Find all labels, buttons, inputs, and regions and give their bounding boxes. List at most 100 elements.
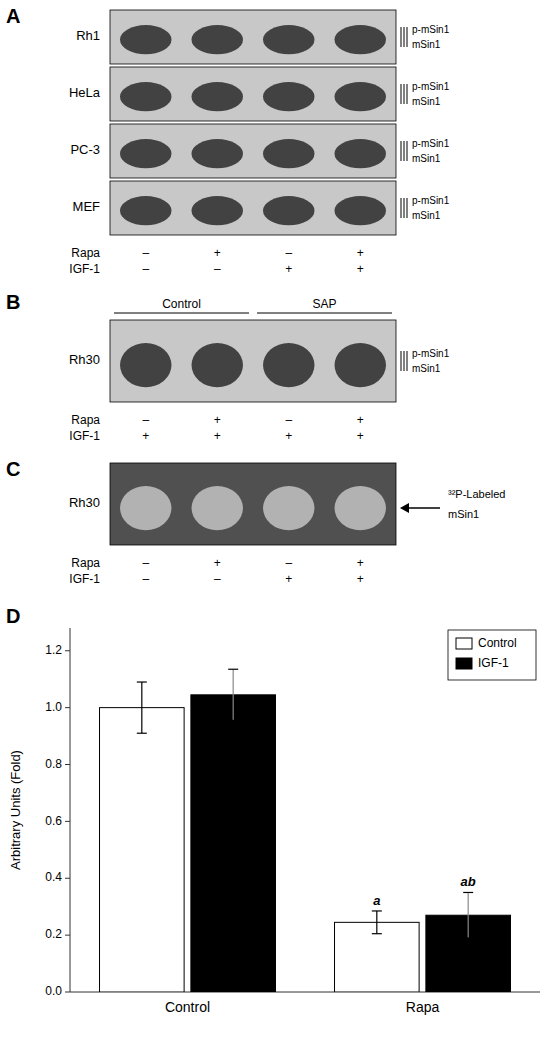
group-label: Control xyxy=(162,297,201,311)
marks xyxy=(100,669,511,992)
annotation: mSin1 xyxy=(448,508,479,520)
legend-swatch xyxy=(456,658,472,669)
significance-label: ab xyxy=(461,874,476,889)
row-label: Rh30 xyxy=(69,495,100,510)
tick-mark xyxy=(65,821,70,822)
band xyxy=(120,82,171,111)
tick-mark xyxy=(65,935,70,936)
tick-label: 0.2 xyxy=(45,927,62,941)
band xyxy=(120,343,171,387)
lane-label: + xyxy=(357,556,364,570)
lane-label: + xyxy=(357,262,364,276)
treatment-label: IGF-1 xyxy=(69,262,100,276)
lane-label: + xyxy=(357,429,364,443)
band xyxy=(263,343,314,387)
bar xyxy=(191,695,276,992)
tick-mark xyxy=(65,878,70,879)
band xyxy=(192,486,243,530)
error-bar xyxy=(137,682,147,733)
band xyxy=(335,139,386,168)
tick-mark xyxy=(65,650,70,651)
tick-label: 0.8 xyxy=(45,757,62,771)
lane-label: + xyxy=(285,262,292,276)
bracket xyxy=(404,84,405,104)
legend: Control IGF-1 xyxy=(448,630,536,680)
band xyxy=(263,82,314,111)
tick-mark xyxy=(65,707,70,708)
bracket xyxy=(407,84,408,104)
treatment-label: IGF-1 xyxy=(69,572,100,586)
legend-label: Control xyxy=(478,636,517,650)
lane-label: + xyxy=(214,556,221,570)
lane-label: – xyxy=(214,572,221,586)
band xyxy=(192,139,243,168)
tick-label: 1.0 xyxy=(45,700,62,714)
panel-label: A xyxy=(6,5,20,27)
legend-label: IGF-1 xyxy=(478,656,509,670)
lane-label: – xyxy=(142,413,149,427)
lane-label: + xyxy=(357,413,364,427)
annotation: p-mSin1 xyxy=(412,24,450,35)
lane-label: – xyxy=(142,246,149,260)
annotation: mSin1 xyxy=(412,153,441,164)
panel-label: C xyxy=(6,458,20,480)
tick-label: 0.4 xyxy=(45,870,62,884)
bracket xyxy=(404,198,405,218)
bar-panel: D0.00.20.40.60.81.01.2Arbitrary Units (F… xyxy=(6,605,540,1015)
error-line xyxy=(468,892,469,938)
annotation: ³²P-Labeled xyxy=(448,488,505,500)
error-bar xyxy=(228,669,238,720)
blot-strip xyxy=(110,67,396,121)
blot-panel: BControlSAPRh30p-mSin1mSin1Rapa–+–+IGF-1… xyxy=(6,291,450,443)
blot-strip xyxy=(110,320,396,402)
lane-label: + xyxy=(357,572,364,586)
blot-strip xyxy=(110,181,396,235)
lane-label: – xyxy=(285,413,292,427)
bracket xyxy=(404,351,405,371)
annotation: mSin1 xyxy=(412,39,441,50)
row-label: PC-3 xyxy=(70,142,100,157)
band xyxy=(335,196,386,225)
blot-strip xyxy=(110,124,396,178)
annotation: p-mSin1 xyxy=(412,195,450,206)
lane-label: + xyxy=(214,246,221,260)
y-axis-label: Arbitrary Units (Fold) xyxy=(8,750,23,870)
tick-label: 0.6 xyxy=(45,814,62,828)
row-label: Rh1 xyxy=(76,28,100,43)
blot-strip xyxy=(110,463,396,545)
band xyxy=(192,196,243,225)
legend-frame xyxy=(448,630,536,680)
lane-label: – xyxy=(142,556,149,570)
bracket xyxy=(404,27,405,47)
arrow-head xyxy=(400,503,409,513)
lane-label: + xyxy=(285,572,292,586)
band xyxy=(335,343,386,387)
band xyxy=(263,25,314,54)
bracket xyxy=(404,141,405,161)
annotation: mSin1 xyxy=(412,363,441,374)
error-bar xyxy=(463,892,473,938)
tick-mark xyxy=(65,992,70,993)
error-cap xyxy=(463,937,473,938)
error-cap xyxy=(137,733,147,734)
legend-swatch xyxy=(456,638,472,649)
error-cap xyxy=(137,681,147,682)
band xyxy=(192,25,243,54)
band xyxy=(120,25,171,54)
annotation: p-mSin1 xyxy=(412,81,450,92)
bar xyxy=(100,708,185,992)
error-line xyxy=(141,682,142,733)
lane-label: + xyxy=(142,429,149,443)
error-line xyxy=(376,911,377,934)
band xyxy=(335,486,386,530)
figure: A Rh1 p-mSin1 mSin1 HeLa p-mSin1 mSin1 PC-3 p-mS… xyxy=(0,0,550,1060)
annotation: mSin1 xyxy=(412,210,441,221)
error-cap xyxy=(228,720,238,721)
row-label: HeLa xyxy=(69,85,101,100)
band xyxy=(120,139,171,168)
blot-panel: CRh30³²P-LabeledmSin1Rapa–+–+IGF-1––++ xyxy=(6,458,505,586)
lane-label: – xyxy=(142,572,149,586)
lane-label: + xyxy=(214,429,221,443)
y-axis xyxy=(70,628,71,992)
band xyxy=(263,139,314,168)
